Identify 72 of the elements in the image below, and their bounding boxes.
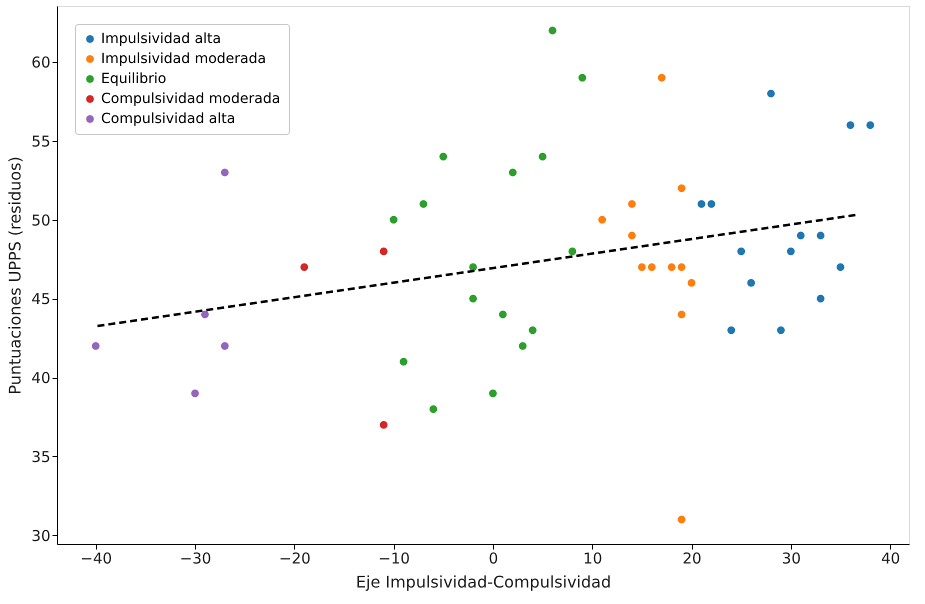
point bbox=[777, 326, 785, 334]
point bbox=[498, 310, 507, 318]
x-tick-label: 0 bbox=[488, 550, 498, 568]
point bbox=[489, 389, 497, 398]
point bbox=[638, 263, 646, 271]
point bbox=[201, 310, 209, 318]
x-tick-label: 20 bbox=[682, 550, 702, 568]
point bbox=[469, 294, 477, 303]
point bbox=[648, 263, 656, 271]
y-tick-label: 50 bbox=[31, 211, 50, 230]
y-axis-title: Puntuaciones UPPS (residuos) bbox=[5, 156, 24, 395]
point bbox=[518, 342, 527, 350]
x-axis-title: Eje Impulsividad-Compulsividad bbox=[356, 572, 612, 592]
legend-label: Impulsividad moderada bbox=[101, 51, 266, 67]
point bbox=[380, 421, 388, 429]
point bbox=[658, 74, 666, 82]
point bbox=[400, 358, 408, 366]
point bbox=[548, 26, 556, 34]
legend-label: Compulsividad alta bbox=[101, 111, 236, 127]
point bbox=[727, 326, 736, 334]
x-tick-label: −20 bbox=[279, 550, 311, 568]
point bbox=[628, 232, 636, 240]
x-tick-label: 30 bbox=[782, 550, 801, 568]
legend-label: Impulsividad alta bbox=[101, 31, 222, 47]
point bbox=[568, 247, 576, 256]
legend-label: Equilibrio bbox=[101, 71, 166, 87]
point bbox=[796, 232, 805, 240]
point bbox=[578, 74, 586, 82]
point bbox=[220, 342, 229, 350]
x-tick-label: 10 bbox=[583, 550, 602, 568]
y-tick-label: 40 bbox=[31, 369, 50, 388]
point bbox=[747, 279, 755, 287]
point bbox=[420, 200, 428, 208]
point bbox=[538, 152, 546, 161]
point bbox=[816, 294, 824, 303]
point bbox=[668, 263, 676, 271]
point bbox=[508, 168, 517, 176]
point bbox=[439, 152, 448, 161]
point bbox=[816, 232, 824, 240]
point bbox=[767, 90, 775, 98]
y-tick-label: 60 bbox=[31, 54, 50, 72]
y-tick-label: 45 bbox=[31, 290, 50, 308]
point bbox=[678, 310, 686, 318]
point bbox=[429, 405, 438, 413]
y-tick-label: 55 bbox=[31, 132, 50, 150]
point bbox=[92, 342, 100, 350]
point bbox=[708, 200, 716, 208]
point bbox=[688, 279, 696, 287]
x-tick-label: −40 bbox=[80, 550, 112, 568]
point bbox=[220, 168, 229, 176]
point bbox=[737, 247, 746, 256]
point bbox=[300, 263, 308, 271]
point bbox=[698, 200, 706, 208]
point bbox=[628, 200, 636, 208]
point bbox=[678, 263, 686, 271]
point bbox=[528, 326, 537, 334]
point bbox=[678, 516, 686, 524]
legend-label: Compulsividad moderada bbox=[101, 91, 280, 107]
point bbox=[380, 247, 388, 256]
y-tick-label: 35 bbox=[31, 448, 50, 466]
point bbox=[786, 247, 795, 256]
point bbox=[678, 184, 686, 192]
point bbox=[390, 216, 398, 224]
x-tick-label: −10 bbox=[378, 550, 410, 568]
point bbox=[846, 121, 854, 129]
y-tick-label: 30 bbox=[31, 526, 50, 545]
point bbox=[866, 121, 874, 129]
x-tick-label: −30 bbox=[180, 550, 212, 568]
point bbox=[191, 389, 199, 398]
point bbox=[836, 263, 844, 271]
point bbox=[598, 216, 606, 224]
x-tick-label: 40 bbox=[881, 550, 900, 568]
